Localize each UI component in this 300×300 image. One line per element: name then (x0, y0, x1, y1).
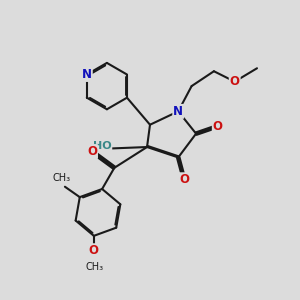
Text: O: O (230, 75, 240, 88)
Text: O: O (179, 173, 189, 186)
Text: O: O (213, 120, 223, 133)
Text: O: O (87, 145, 97, 158)
Text: HO: HO (93, 141, 111, 151)
Text: O: O (89, 244, 99, 257)
Text: N: N (82, 68, 92, 81)
Text: CH₃: CH₃ (52, 173, 70, 183)
Text: N: N (173, 105, 183, 118)
Text: CH₃: CH₃ (85, 262, 103, 272)
